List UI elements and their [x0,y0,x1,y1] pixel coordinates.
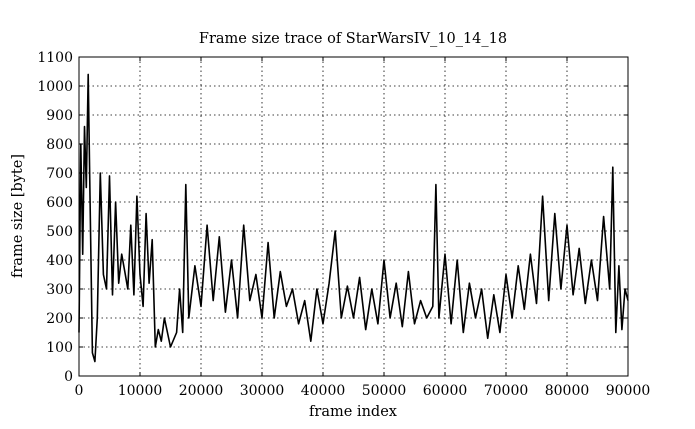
y-axis-ticks: 0 100 200 300 400 500 600 700 800 900 1000 1100 [37,50,628,385]
x-tick-label: 80000 [545,383,590,399]
y-tick-label: 800 [46,137,73,153]
y-tick-label: 900 [46,108,73,124]
x-axis-label: frame index [309,404,397,420]
y-tick-label: 600 [46,195,73,211]
x-tick-label: 40000 [301,383,346,399]
y-tick-label: 0 [64,369,73,385]
y-tick-label: 300 [46,282,73,298]
y-tick-label: 700 [46,166,73,182]
y-tick-label: 1000 [37,79,73,95]
x-tick-label: 20000 [179,383,224,399]
plot-frame [78,56,629,377]
grid [79,57,628,376]
series-line [78,73,629,363]
chart-title: Frame size trace of StarWarsIV_10_14_18 [199,31,507,47]
x-tick-label: 60000 [423,383,468,399]
y-tick-label: 500 [46,224,73,240]
y-axis-label: frame size [byte] [10,154,26,278]
x-axis-ticks: 0 10000 20000 30000 40000 50000 60000 70000 8000… [75,57,651,399]
x-tick-label: 90000 [606,383,651,399]
x-tick-label: 30000 [240,383,285,399]
x-tick-label: 50000 [362,383,407,399]
y-tick-label: 400 [46,253,73,269]
x-tick-label: 10000 [118,383,163,399]
x-tick-label: 0 [75,383,84,399]
x-tick-label: 70000 [484,383,529,399]
y-tick-label: 100 [46,340,73,356]
y-tick-label: 1100 [37,50,73,66]
y-tick-label: 200 [46,311,73,327]
